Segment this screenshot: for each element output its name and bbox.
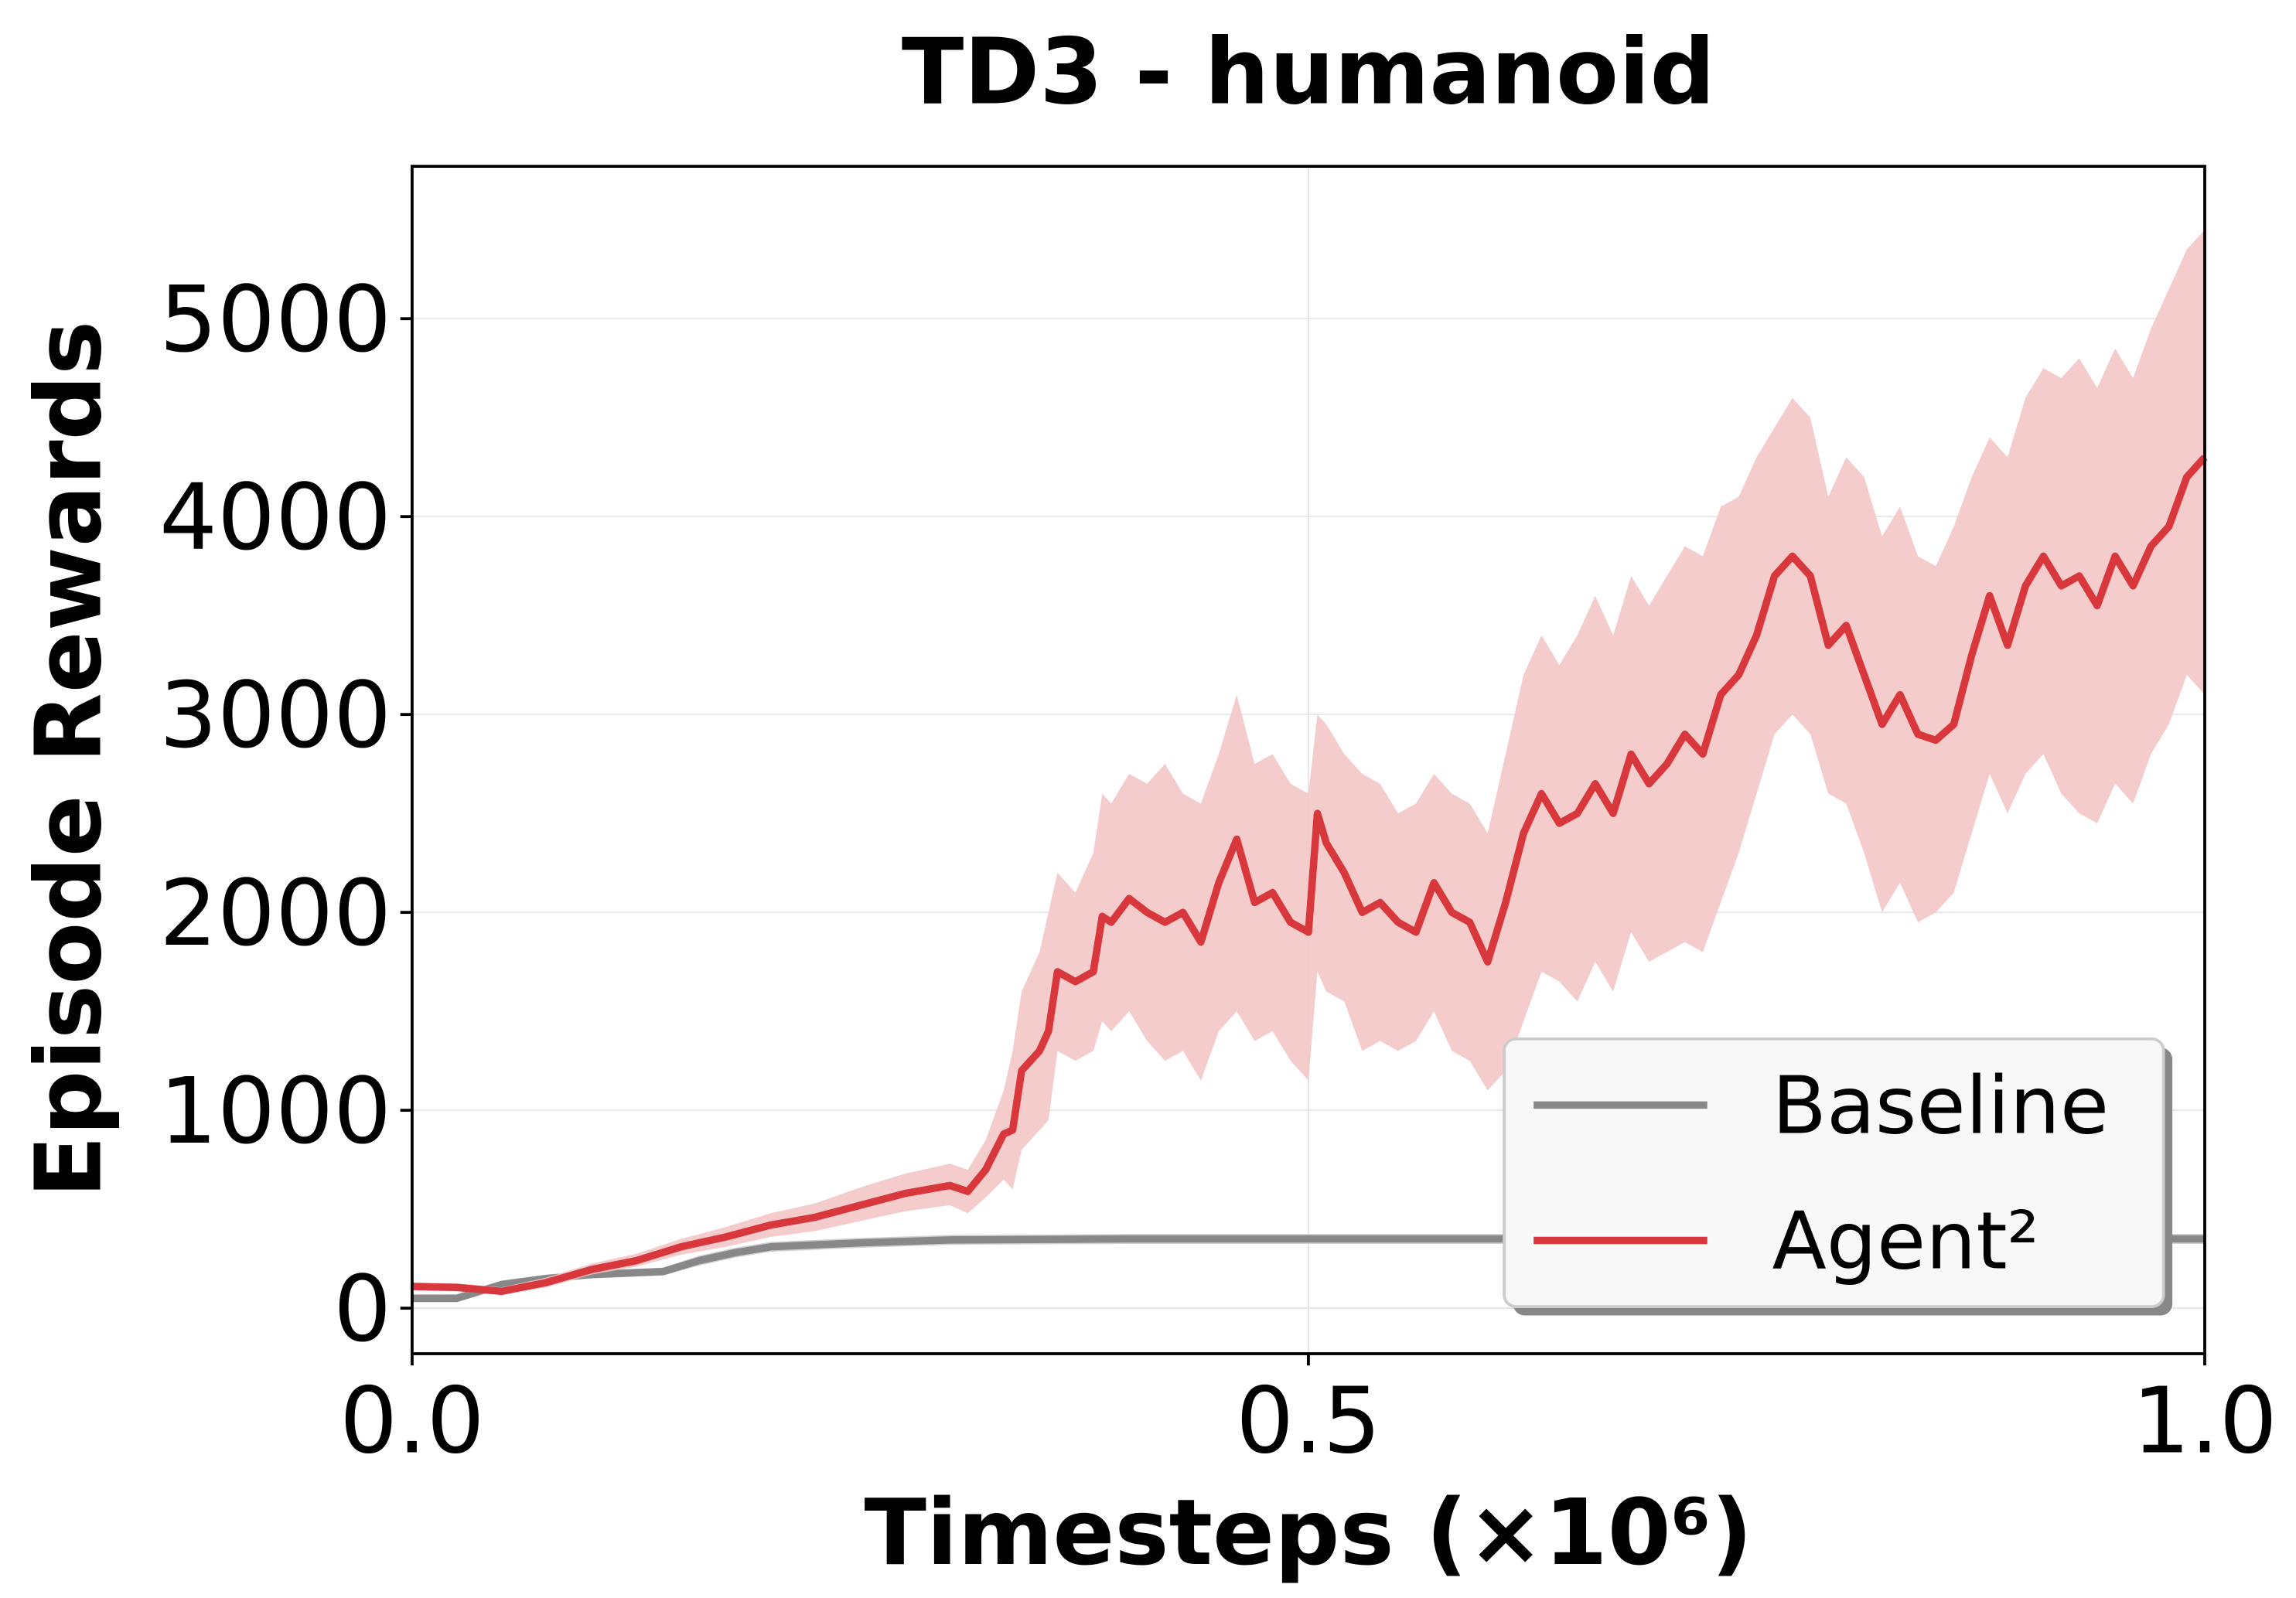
y-tick-label: 1000: [159, 1058, 391, 1164]
y-tick-label: 2000: [159, 860, 391, 966]
plot-frame: [410, 165, 2206, 1355]
line: [411, 455, 2208, 1296]
y-tick-label: 4000: [159, 464, 391, 571]
x-tick-label: 0.0: [339, 1368, 485, 1474]
y-tick-label: 5000: [159, 266, 391, 373]
y-tick-label: 3000: [159, 662, 391, 768]
chart-title: TD3 - humanoid: [902, 18, 1715, 124]
x-tick-label: 1.0: [2132, 1368, 2277, 1474]
legend-label: Agent²: [1772, 1196, 2038, 1288]
y-tick-label: 0: [333, 1256, 391, 1362]
legend-label: Baseline: [1772, 1061, 2109, 1153]
y-axis-label: Episode Rewards: [15, 321, 121, 1198]
x-axis-label: Timesteps (×10⁶): [865, 1479, 1753, 1586]
x-tick-label: 0.5: [1236, 1368, 1381, 1474]
line: [411, 1235, 2206, 1303]
error-band: [411, 230, 2206, 1295]
legend: Baseline Agent²: [1503, 1037, 2173, 1316]
